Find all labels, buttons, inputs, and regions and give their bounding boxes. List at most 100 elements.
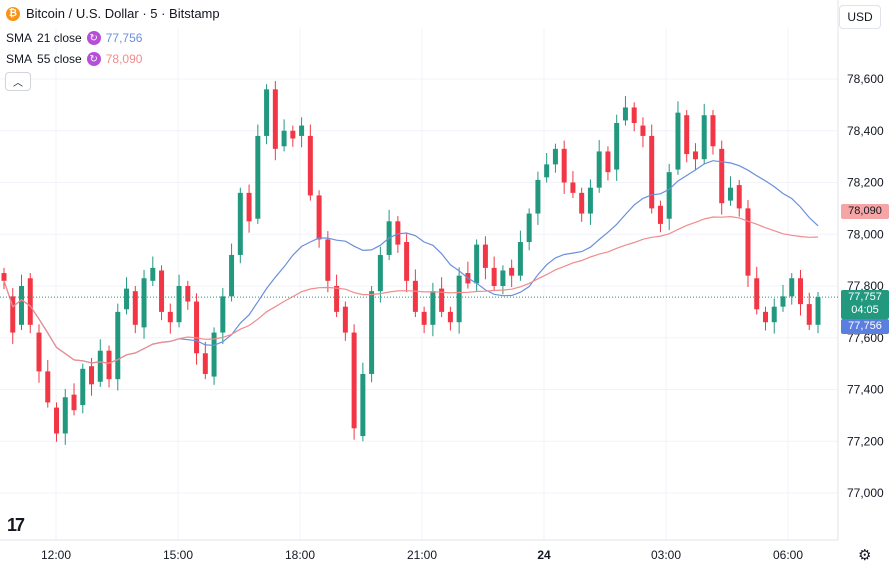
candle-body bbox=[614, 122, 620, 170]
cycle-icon: ↻ bbox=[86, 52, 101, 66]
candle-body bbox=[342, 306, 348, 333]
candle-body bbox=[194, 301, 200, 354]
candle-body bbox=[806, 304, 812, 325]
chart-header: ₿ Bitcoin / U.S. Dollar · 5 · Bitstamp bbox=[6, 6, 220, 21]
y-tick-label: 77,400 bbox=[847, 383, 884, 397]
indicator-label: SMA bbox=[6, 31, 33, 45]
candle-body bbox=[771, 306, 777, 323]
candle-body bbox=[404, 242, 410, 281]
y-tick-label: 78,000 bbox=[847, 227, 884, 241]
candle-body bbox=[97, 350, 103, 382]
candle-body bbox=[526, 213, 532, 243]
chevron-up-icon: ︿ bbox=[13, 78, 23, 89]
candle-body bbox=[579, 192, 585, 214]
candle-body bbox=[430, 291, 436, 325]
symbol-title[interactable]: Bitcoin / U.S. Dollar · 5 · Bitstamp bbox=[26, 6, 220, 21]
candle-body bbox=[684, 115, 690, 155]
candle-body bbox=[36, 332, 42, 372]
candle-body bbox=[701, 115, 707, 160]
candle-body bbox=[561, 148, 567, 183]
candle-body bbox=[10, 296, 16, 333]
candle-body bbox=[657, 205, 663, 224]
x-tick-label: 24 bbox=[537, 548, 551, 562]
candle-body bbox=[456, 275, 462, 323]
candle-body bbox=[447, 311, 453, 323]
candle-body bbox=[237, 192, 243, 255]
candle-body bbox=[570, 182, 576, 193]
candle-body bbox=[159, 270, 165, 312]
bar-countdown: 04:05 bbox=[851, 304, 879, 316]
indicator-label: SMA bbox=[6, 52, 33, 66]
candle-body bbox=[377, 254, 383, 292]
candle-body bbox=[491, 267, 497, 286]
candle-body bbox=[106, 350, 112, 380]
candle-body bbox=[45, 371, 51, 403]
candle-body bbox=[631, 107, 637, 123]
indicator-params: 21 close bbox=[37, 31, 82, 45]
candle-body bbox=[369, 291, 375, 374]
x-tick-label: 12:00 bbox=[41, 548, 71, 562]
y-tick-label: 78,400 bbox=[847, 124, 884, 138]
candle-body bbox=[535, 179, 541, 214]
candle-body bbox=[517, 242, 523, 276]
candle-body bbox=[150, 267, 156, 281]
candle-body bbox=[89, 366, 95, 385]
last-price-value: 77,757 bbox=[848, 291, 882, 303]
candle-body bbox=[439, 288, 445, 312]
candle-body bbox=[167, 311, 173, 323]
y-tick-label: 77,800 bbox=[847, 279, 884, 293]
x-tick-label: 03:00 bbox=[651, 548, 681, 562]
candle-body bbox=[474, 244, 480, 284]
candle-body bbox=[124, 288, 130, 310]
y-tick-label: 77,200 bbox=[847, 434, 884, 448]
candle-body bbox=[482, 244, 488, 268]
candle-body bbox=[229, 254, 235, 297]
candle-body bbox=[762, 311, 768, 323]
indicator-params: 55 close bbox=[37, 52, 82, 66]
candle-body bbox=[176, 286, 182, 323]
candle-body bbox=[19, 286, 25, 325]
y-tick-label: 78,200 bbox=[847, 176, 884, 190]
candle-body bbox=[185, 286, 191, 302]
candle-body bbox=[719, 148, 725, 204]
candle-body bbox=[307, 135, 313, 196]
candle-body bbox=[220, 296, 226, 333]
candle-body bbox=[552, 148, 558, 165]
candle-body bbox=[649, 135, 655, 209]
y-tick-label: 77,000 bbox=[847, 486, 884, 500]
candle-body bbox=[421, 311, 427, 325]
sma55-price-tag: 78,090 bbox=[841, 204, 889, 219]
candle-body bbox=[255, 135, 261, 219]
candle-body bbox=[395, 221, 401, 245]
candle-body bbox=[754, 278, 760, 310]
collapse-legend-button[interactable]: ︿ bbox=[5, 72, 31, 91]
currency-button[interactable]: USD bbox=[839, 5, 881, 29]
candle-body bbox=[334, 286, 340, 312]
candle-body bbox=[351, 332, 357, 429]
candle-body bbox=[360, 373, 366, 437]
candle-body bbox=[509, 267, 515, 276]
candle-body bbox=[281, 130, 287, 147]
tradingview-logo[interactable]: 17 bbox=[7, 515, 25, 535]
sma-55-line bbox=[3, 215, 819, 364]
candle-body bbox=[675, 112, 681, 170]
candle-body bbox=[27, 278, 33, 325]
indicator-sma-55[interactable]: SMA 55 close ↻ 78,090 bbox=[6, 52, 142, 66]
candle-body bbox=[780, 296, 786, 307]
candle-body bbox=[692, 151, 698, 160]
candle-body bbox=[797, 278, 803, 305]
candle-body bbox=[745, 208, 751, 276]
candle-body bbox=[246, 192, 252, 222]
candle-body bbox=[596, 151, 602, 188]
candle-body bbox=[815, 297, 821, 325]
gear-icon[interactable]: ⚙ bbox=[858, 547, 872, 564]
candle-body bbox=[71, 394, 77, 411]
candle-body bbox=[62, 397, 68, 434]
candle-body bbox=[666, 172, 672, 219]
y-tick-label: 77,600 bbox=[847, 331, 884, 345]
indicator-sma-21[interactable]: SMA 21 close ↻ 77,756 bbox=[6, 31, 142, 45]
candle-body bbox=[316, 195, 322, 240]
candle-body bbox=[605, 151, 611, 173]
candle-body bbox=[202, 353, 208, 374]
